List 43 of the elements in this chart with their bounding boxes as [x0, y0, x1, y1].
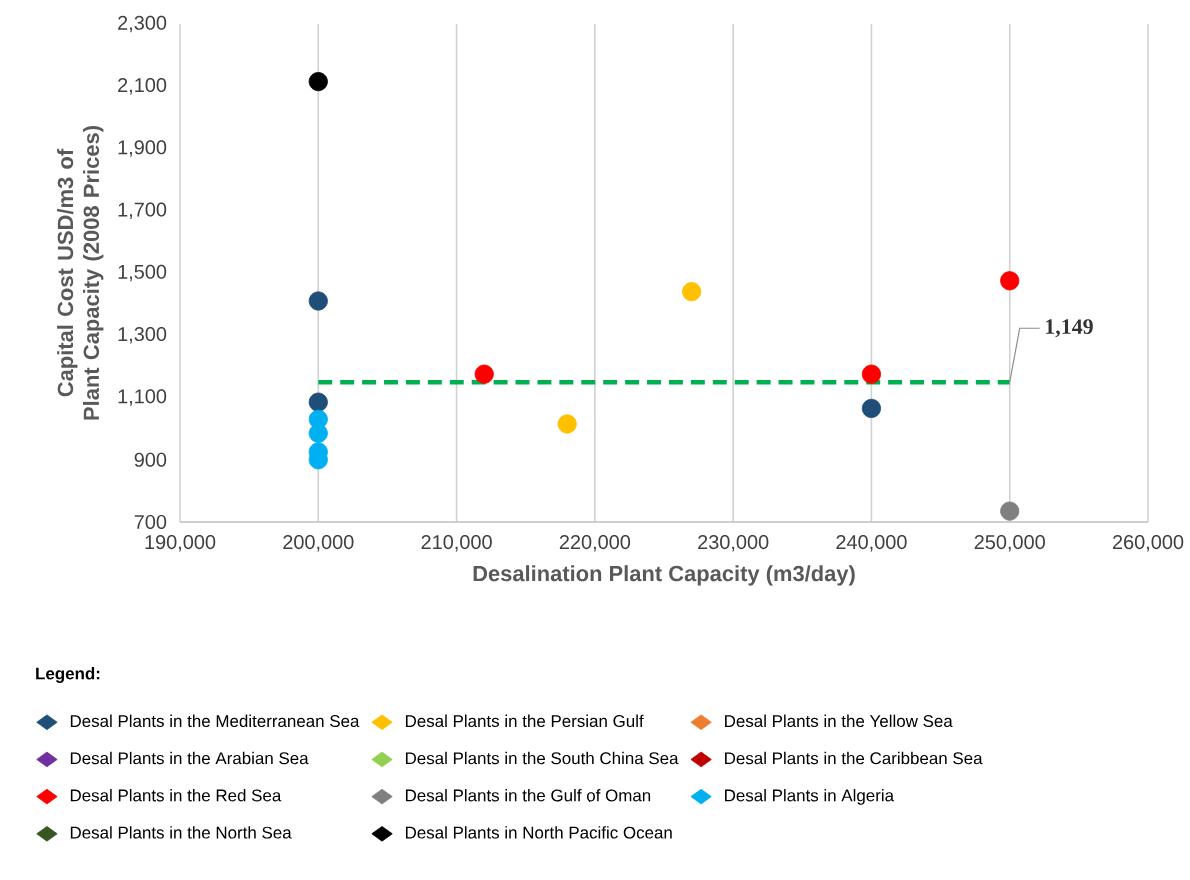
- point: [682, 282, 702, 302]
- legend-label: Desal Plants in the Arabian Sea: [70, 751, 309, 765]
- y-axis-title: Capital Cost USD/m3 of Plant Capacity (2008 Prices): [57, 126, 104, 420]
- x-tick-label: 240,000: [836, 535, 907, 552]
- x-tick-label: 220,000: [559, 535, 631, 552]
- annotation: 1,149: [1046, 319, 1093, 338]
- legend-label: Desal Plants in the Gulf of Oman: [405, 788, 651, 802]
- y-tick-label: 1,700: [118, 202, 167, 219]
- point: [1000, 271, 1020, 291]
- legend-label: Desal Plants in North Pacific Ocean: [405, 826, 672, 839]
- point: [308, 423, 328, 443]
- point: [474, 364, 494, 384]
- legend-title: Legend:: [36, 667, 100, 683]
- legend-label: Desal Plants in the Red Sea: [70, 788, 282, 802]
- y-tick-label: 1,100: [118, 389, 167, 406]
- legend-label: Desal Plants in Algeria: [725, 788, 895, 805]
- point: [861, 398, 881, 418]
- x-tick-label: 250,000: [974, 535, 1045, 552]
- y-tick-label: 2,100: [118, 78, 167, 95]
- legend-label: Desal Plants in the Mediterranean Sea: [70, 714, 360, 728]
- y-tick-label: 900: [134, 452, 167, 467]
- legend-label: Desal Plants in the Yellow Sea: [725, 714, 953, 728]
- legend-label: Desal Plants in the Caribbean Sea: [725, 751, 983, 765]
- x-tick-label: 260,000: [1112, 535, 1184, 552]
- x-tick-label: 210,000: [421, 535, 492, 552]
- x-tick-label: 190,000: [145, 535, 216, 552]
- y-tick-label: 1,500: [118, 264, 167, 282]
- legend-label: Desal Plants in the Persian Gulf: [405, 714, 644, 728]
- point: [308, 72, 328, 92]
- x-tick-label: 230,000: [698, 535, 769, 552]
- y-tick-label: 2,300: [118, 15, 167, 33]
- point: [557, 414, 577, 434]
- y-tick-label: 700: [134, 514, 167, 530]
- point: [861, 364, 881, 384]
- point: [308, 291, 328, 311]
- legend-label: Desal Plants in the South China Sea: [405, 751, 679, 765]
- point: [1000, 501, 1020, 521]
- y-tick-label: 1,900: [118, 140, 167, 157]
- y-tick-label: 1,300: [118, 327, 167, 344]
- point: [308, 392, 328, 412]
- x-tick-label: 200,000: [283, 535, 354, 552]
- x-axis-title: Desalination Plant Capacity (m3/day): [473, 565, 855, 586]
- legend-label: Desal Plants in the North Sea: [70, 826, 292, 839]
